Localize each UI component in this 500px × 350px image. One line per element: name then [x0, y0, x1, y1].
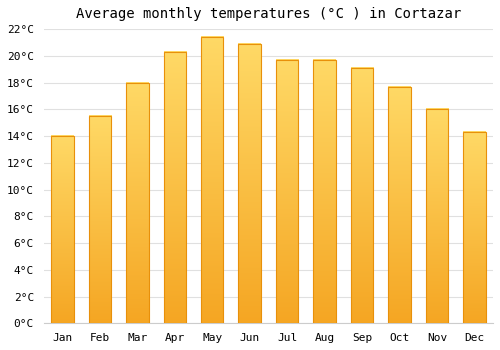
Bar — [164, 52, 186, 323]
Bar — [201, 37, 224, 323]
Bar — [276, 60, 298, 323]
Bar — [88, 116, 111, 323]
Bar — [426, 109, 448, 323]
Bar — [388, 86, 410, 323]
Bar — [463, 132, 485, 323]
Bar — [350, 68, 373, 323]
Bar — [126, 83, 148, 323]
Bar — [51, 136, 74, 323]
Title: Average monthly temperatures (°C ) in Cortazar: Average monthly temperatures (°C ) in Co… — [76, 7, 461, 21]
Bar — [238, 44, 261, 323]
Bar — [314, 60, 336, 323]
